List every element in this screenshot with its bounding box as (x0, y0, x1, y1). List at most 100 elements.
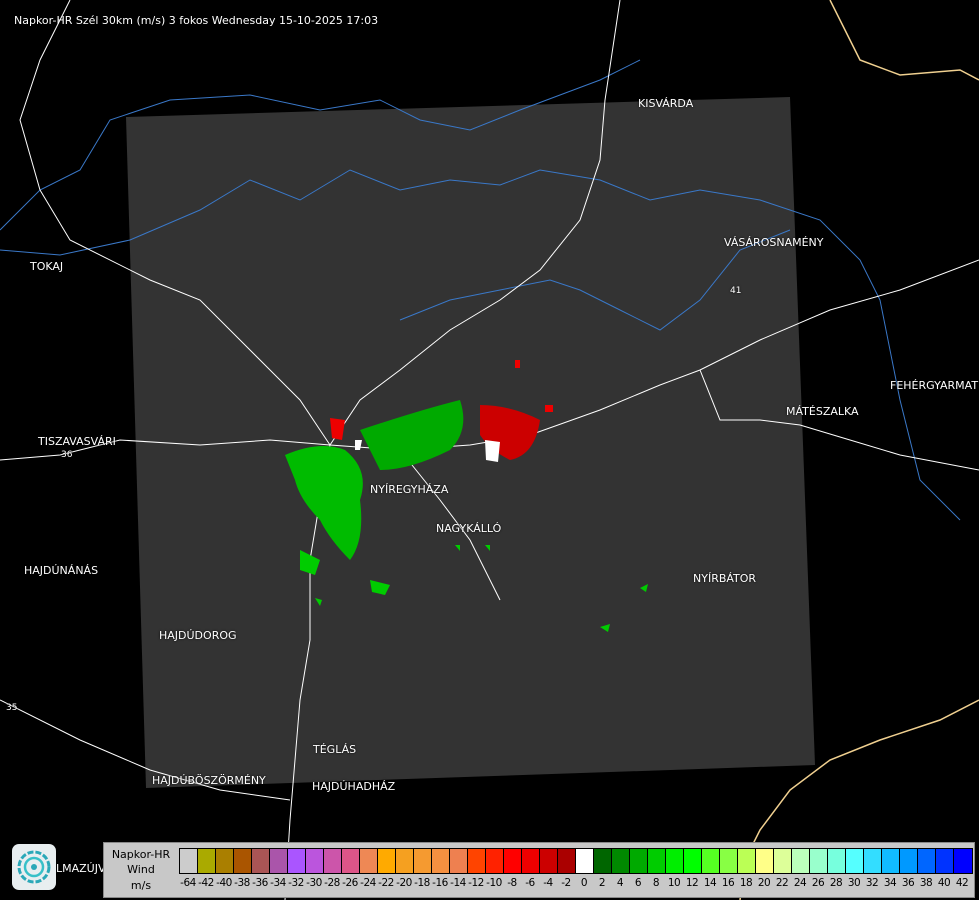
town-label: VÁSÁROSNAMÉNY (724, 236, 824, 249)
legend-swatch (702, 849, 720, 873)
legend-swatch (594, 849, 612, 873)
legend-swatch (720, 849, 738, 873)
legend-swatch (234, 849, 252, 873)
legend-swatch (666, 849, 684, 873)
legend-label: 10 (667, 877, 681, 889)
legend-swatch (432, 849, 450, 873)
legend-label: -32 (288, 877, 304, 889)
legend-swatch (360, 849, 378, 873)
legend-label: -38 (234, 877, 250, 889)
legend-swatch (288, 849, 306, 873)
legend-label: 6 (634, 877, 642, 889)
legend-label: 8 (652, 877, 660, 889)
legend-label: 20 (757, 877, 771, 889)
legend-swatch (198, 849, 216, 873)
legend-label: 36 (901, 877, 915, 889)
town-label: HAJDÚDOROG (159, 629, 237, 642)
road-number: 35 (6, 703, 18, 713)
legend-unit: m/s (130, 879, 152, 892)
legend-label: 30 (847, 877, 861, 889)
legend-label: -40 (216, 877, 232, 889)
legend-swatch (738, 849, 756, 873)
legend-label: -22 (378, 877, 394, 889)
road-number: 36 (61, 450, 73, 460)
legend-label: -14 (450, 877, 466, 889)
road-number: 41 (730, 286, 742, 296)
legend-label: -42 (198, 877, 214, 889)
legend-label: 12 (685, 877, 699, 889)
legend-swatch (342, 849, 360, 873)
legend-swatch (396, 849, 414, 873)
color-legend: Napkor-HR Wind m/s -64 -42 -40 -38 -36 -34 -32… (103, 842, 975, 898)
legend-swatch (954, 849, 972, 873)
legend-label: -64 (180, 877, 196, 889)
legend-label: -26 (342, 877, 358, 889)
legend-swatch (540, 849, 558, 873)
legend-label: -30 (306, 877, 322, 889)
legend-labels: -64 -42 -40 -38 -36 -34 -32 -30 -28 -26 -24 -22 -20-… (179, 877, 971, 889)
app-logo-icon (12, 844, 56, 890)
legend-swatch (774, 849, 792, 873)
legend-swatch (306, 849, 324, 873)
legend-label: -16 (432, 877, 448, 889)
legend-swatch (792, 849, 810, 873)
legend-label: -12 (468, 877, 484, 889)
town-label: TÉGLÁS (313, 743, 357, 756)
legend-label: 26 (811, 877, 825, 889)
town-label: TOKAJ (30, 260, 64, 273)
legend-label: 22 (775, 877, 789, 889)
town-label: NYÍREGYHÁZA (370, 483, 449, 496)
legend-product: Napkor-HR (111, 848, 171, 861)
town-label: KISVÁRDA (638, 97, 694, 110)
legend-swatch (414, 849, 432, 873)
legend-label: 40 (937, 877, 951, 889)
legend-swatches (179, 848, 973, 874)
map-title: Napkor-HR Szél 30km (m/s) 3 fokos Wednes… (14, 14, 379, 27)
legend-label: -2 (561, 877, 571, 889)
legend-swatch (882, 849, 900, 873)
legend-swatch (504, 849, 522, 873)
legend-label: 18 (739, 877, 753, 889)
legend-label: 4 (616, 877, 624, 889)
legend-quantity: Wind (127, 863, 155, 876)
legend-label: -34 (270, 877, 286, 889)
legend-swatch (576, 849, 594, 873)
legend-label: 2 (598, 877, 606, 889)
legend-label: -18 (414, 877, 430, 889)
legend-label: 24 (793, 877, 807, 889)
legend-label: -28 (324, 877, 340, 889)
legend-label: -24 (360, 877, 376, 889)
legend-label: 38 (919, 877, 933, 889)
legend-label: 32 (865, 877, 879, 889)
legend-label: 0 (580, 877, 588, 889)
legend-swatch (648, 849, 666, 873)
legend-label: -6 (525, 877, 535, 889)
legend-swatch (900, 849, 918, 873)
legend-swatch (180, 849, 198, 873)
legend-swatch (558, 849, 576, 873)
legend-swatch (522, 849, 540, 873)
radar-coverage-area (126, 97, 815, 788)
legend-swatch (450, 849, 468, 873)
town-label: TISZAVASVÁRI (38, 435, 116, 448)
legend-swatch (216, 849, 234, 873)
town-label: HAJDÚBÖSZÖRMÉNY (152, 774, 266, 787)
legend-label: 14 (703, 877, 717, 889)
legend-swatch (468, 849, 486, 873)
legend-label: 16 (721, 877, 735, 889)
legend-label: 42 (955, 877, 969, 889)
legend-label: 28 (829, 877, 843, 889)
legend-swatch (864, 849, 882, 873)
legend-swatch (270, 849, 288, 873)
legend-swatch (630, 849, 648, 873)
legend-swatch (612, 849, 630, 873)
legend-swatch (828, 849, 846, 873)
legend-label: -8 (507, 877, 517, 889)
town-label: HAJDÚHADHÁZ (312, 780, 396, 793)
rivers (0, 59, 961, 521)
legend-swatch (918, 849, 936, 873)
legend-swatch (252, 849, 270, 873)
legend-label: -20 (396, 877, 412, 889)
